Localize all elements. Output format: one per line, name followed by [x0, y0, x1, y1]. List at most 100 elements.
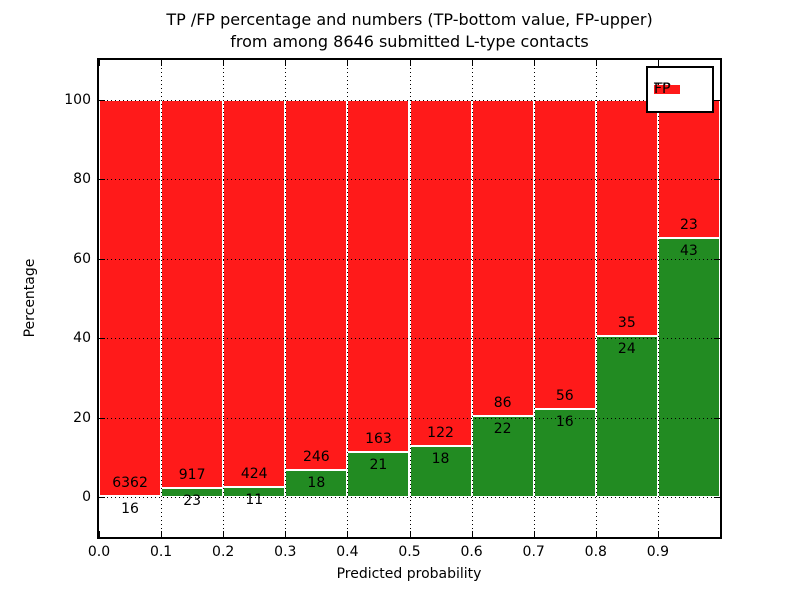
x-tick-mark-top [657, 60, 659, 66]
y-tick-label: 60 [73, 250, 91, 267]
bar-segment-tp [657, 238, 720, 498]
tp-count-label: 11 [245, 492, 264, 509]
gridline-vertical [595, 60, 597, 537]
x-tick-label: 0.4 [336, 544, 359, 560]
y-tick-mark-right [714, 338, 720, 340]
y-tick-label: 0 [82, 489, 91, 506]
legend: TPFP [646, 66, 714, 113]
fp-count-label: 917 [178, 466, 206, 483]
y-tick-mark-left [99, 99, 105, 101]
x-tick-label: 0.1 [149, 544, 173, 560]
bar-segment-fp [285, 99, 348, 471]
bar-segment-fp [471, 99, 534, 417]
y-tick-mark-right [714, 497, 720, 499]
x-tick-label: 0.3 [274, 544, 297, 560]
tp-count-label: 16 [555, 413, 574, 430]
gridline-vertical [223, 60, 225, 537]
x-tick-mark-bottom [285, 531, 287, 537]
chart-title: TP /FP percentage and numbers (TP-bottom… [99, 9, 720, 53]
bar-segment-tp [347, 451, 410, 498]
x-tick-mark-top [285, 60, 287, 66]
fp-count-label: 86 [493, 395, 512, 412]
gridline-vertical [409, 60, 411, 537]
x-tick-label: 0.7 [522, 544, 545, 560]
x-axis-label: Predicted probability [336, 566, 482, 582]
x-tick-mark-bottom [657, 531, 659, 537]
bar-segment-fp [347, 99, 410, 452]
bar-segment-tp [285, 470, 348, 498]
bar-segment-fp [595, 99, 658, 336]
x-tick-label: 0.5 [398, 544, 421, 560]
gridline-vertical [533, 60, 535, 537]
gridline-vertical [347, 60, 349, 537]
x-tick-label: 0.0 [87, 544, 111, 560]
y-tick-mark-right [714, 258, 720, 260]
y-tick-mark-right [714, 99, 720, 101]
x-tick-mark-bottom [223, 531, 225, 537]
gridline-vertical [471, 60, 473, 537]
x-tick-mark-bottom [161, 531, 163, 537]
bar-segment-fp [99, 99, 162, 497]
fp-count-label: 163 [365, 430, 392, 447]
x-tick-label: 0.9 [646, 544, 670, 560]
y-tick-mark-right [714, 417, 720, 419]
gridline-vertical [657, 60, 659, 537]
tp-count-label: 21 [369, 456, 388, 473]
y-tick-mark-left [99, 417, 105, 419]
y-tick-mark-left [99, 179, 105, 181]
fp-count-label: 246 [302, 449, 330, 466]
x-tick-label: 0.6 [460, 544, 483, 560]
x-tick-mark-bottom [347, 531, 349, 537]
bar-segment-tp [409, 446, 472, 498]
chart-title-line2: from among 8646 submitted L-type contact… [230, 32, 589, 51]
x-tick-mark-bottom [409, 531, 411, 537]
x-tick-mark-bottom [595, 531, 597, 537]
x-tick-mark-bottom [533, 531, 535, 537]
bar-segment-fp [161, 99, 224, 488]
x-tick-label: 0.8 [584, 544, 607, 560]
bar-segment-tp [471, 416, 534, 498]
gridline-vertical [285, 60, 287, 537]
tp-count-label: 43 [680, 243, 698, 260]
tp-count-label: 16 [121, 501, 139, 518]
x-tick-mark-top [223, 60, 225, 66]
x-tick-mark-top [347, 60, 349, 66]
y-tick-label: 100 [64, 91, 91, 108]
fp-count-label: 23 [680, 217, 698, 234]
y-tick-mark-left [99, 497, 105, 499]
tp-count-label: 18 [431, 451, 450, 468]
fp-count-label: 122 [427, 425, 454, 442]
fp-count-label: 56 [555, 387, 574, 404]
bar-segment-fp [657, 99, 720, 239]
x-tick-mark-top [533, 60, 535, 66]
bar-segment-fp [533, 99, 596, 409]
fp-count-label: 6362 [112, 475, 148, 492]
y-tick-label: 40 [73, 330, 91, 347]
y-tick-mark-left [99, 258, 105, 260]
legend-label: FP [654, 81, 671, 97]
tp-count-label: 18 [307, 475, 326, 492]
y-tick-mark-left [99, 338, 105, 340]
bar-segment-tp [533, 408, 596, 498]
bar-segment-tp [595, 335, 658, 498]
y-tick-label: 20 [73, 409, 91, 426]
tp-count-label: 24 [617, 340, 636, 357]
y-axis-label: Percentage [22, 258, 38, 338]
x-tick-mark-bottom [99, 531, 100, 537]
legend-swatch-fp [654, 85, 680, 94]
y-tick-mark-right [714, 179, 720, 181]
tp-count-label: 22 [493, 421, 512, 438]
x-tick-mark-top [595, 60, 597, 66]
bar-segment-fp [223, 99, 286, 488]
bar-segment-fp [409, 99, 472, 447]
x-tick-label: 0.2 [212, 544, 235, 560]
fp-count-label: 424 [240, 466, 268, 483]
gridline-vertical [161, 60, 163, 537]
fp-count-label: 35 [617, 314, 636, 331]
tp-count-label: 23 [183, 492, 202, 509]
x-tick-mark-bottom [471, 531, 473, 537]
y-tick-label: 80 [73, 171, 91, 188]
x-tick-mark-top [99, 60, 100, 66]
x-tick-mark-top [161, 60, 163, 66]
